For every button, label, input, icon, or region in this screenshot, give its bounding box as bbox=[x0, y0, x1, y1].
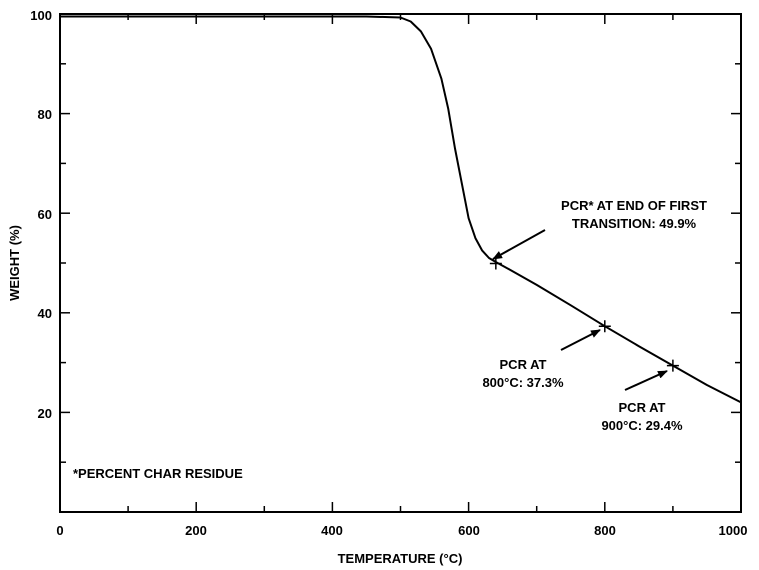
x-tick-labels: 0 200 400 600 800 1000 bbox=[56, 523, 747, 538]
x-tick-label-600: 600 bbox=[458, 523, 480, 538]
x-tick-label-400: 400 bbox=[321, 523, 343, 538]
y-tick-label-100: 100 bbox=[30, 8, 52, 23]
y-axis-label: WEIGHT (%) bbox=[7, 225, 22, 301]
y-tick-labels: 20 40 60 80 100 bbox=[30, 8, 52, 421]
annotation-first-transition-line-2: TRANSITION: 49.9% bbox=[572, 216, 697, 231]
y-tick-label-60: 60 bbox=[38, 207, 52, 222]
footnote: *PERCENT CHAR RESIDUE bbox=[73, 466, 243, 481]
annotation-800c-line-2: 800°C: 37.3% bbox=[482, 375, 564, 390]
series-line bbox=[60, 15, 742, 404]
annotation-first-transition: PCR* AT END OF FIRST TRANSITION: 49.9% bbox=[492, 198, 707, 260]
data-marker-0 bbox=[489, 257, 502, 270]
annotation-800c-line-1: PCR AT bbox=[500, 357, 547, 372]
arrow-800c bbox=[560, 329, 601, 351]
data-marker-2 bbox=[666, 359, 679, 372]
x-tick-label-0: 0 bbox=[56, 523, 63, 538]
y-tick-label-80: 80 bbox=[38, 107, 52, 122]
annotation-900c-line-2: 900°C: 29.4% bbox=[601, 418, 683, 433]
x-tick-label-200: 200 bbox=[185, 523, 207, 538]
x-tick-label-1000: 1000 bbox=[719, 523, 748, 538]
annotation-900c: PCR AT 900°C: 29.4% bbox=[601, 370, 683, 433]
arrow-900c bbox=[624, 370, 668, 391]
x-axis-label: TEMPERATURE (°C) bbox=[338, 551, 463, 566]
y-tick-label-20: 20 bbox=[38, 406, 52, 421]
axis-ticks bbox=[60, 14, 741, 512]
annotation-800c: PCR AT 800°C: 37.3% bbox=[482, 329, 601, 390]
data-marker-1 bbox=[598, 320, 611, 333]
annotation-first-transition-line-1: PCR* AT END OF FIRST bbox=[561, 198, 707, 213]
annotation-900c-line-1: PCR AT bbox=[619, 400, 666, 415]
data-markers bbox=[489, 257, 679, 372]
y-tick-label-40: 40 bbox=[38, 306, 52, 321]
plot-frame bbox=[59, 13, 742, 513]
x-tick-label-800: 800 bbox=[594, 523, 616, 538]
arrow-first-transition bbox=[492, 229, 546, 260]
